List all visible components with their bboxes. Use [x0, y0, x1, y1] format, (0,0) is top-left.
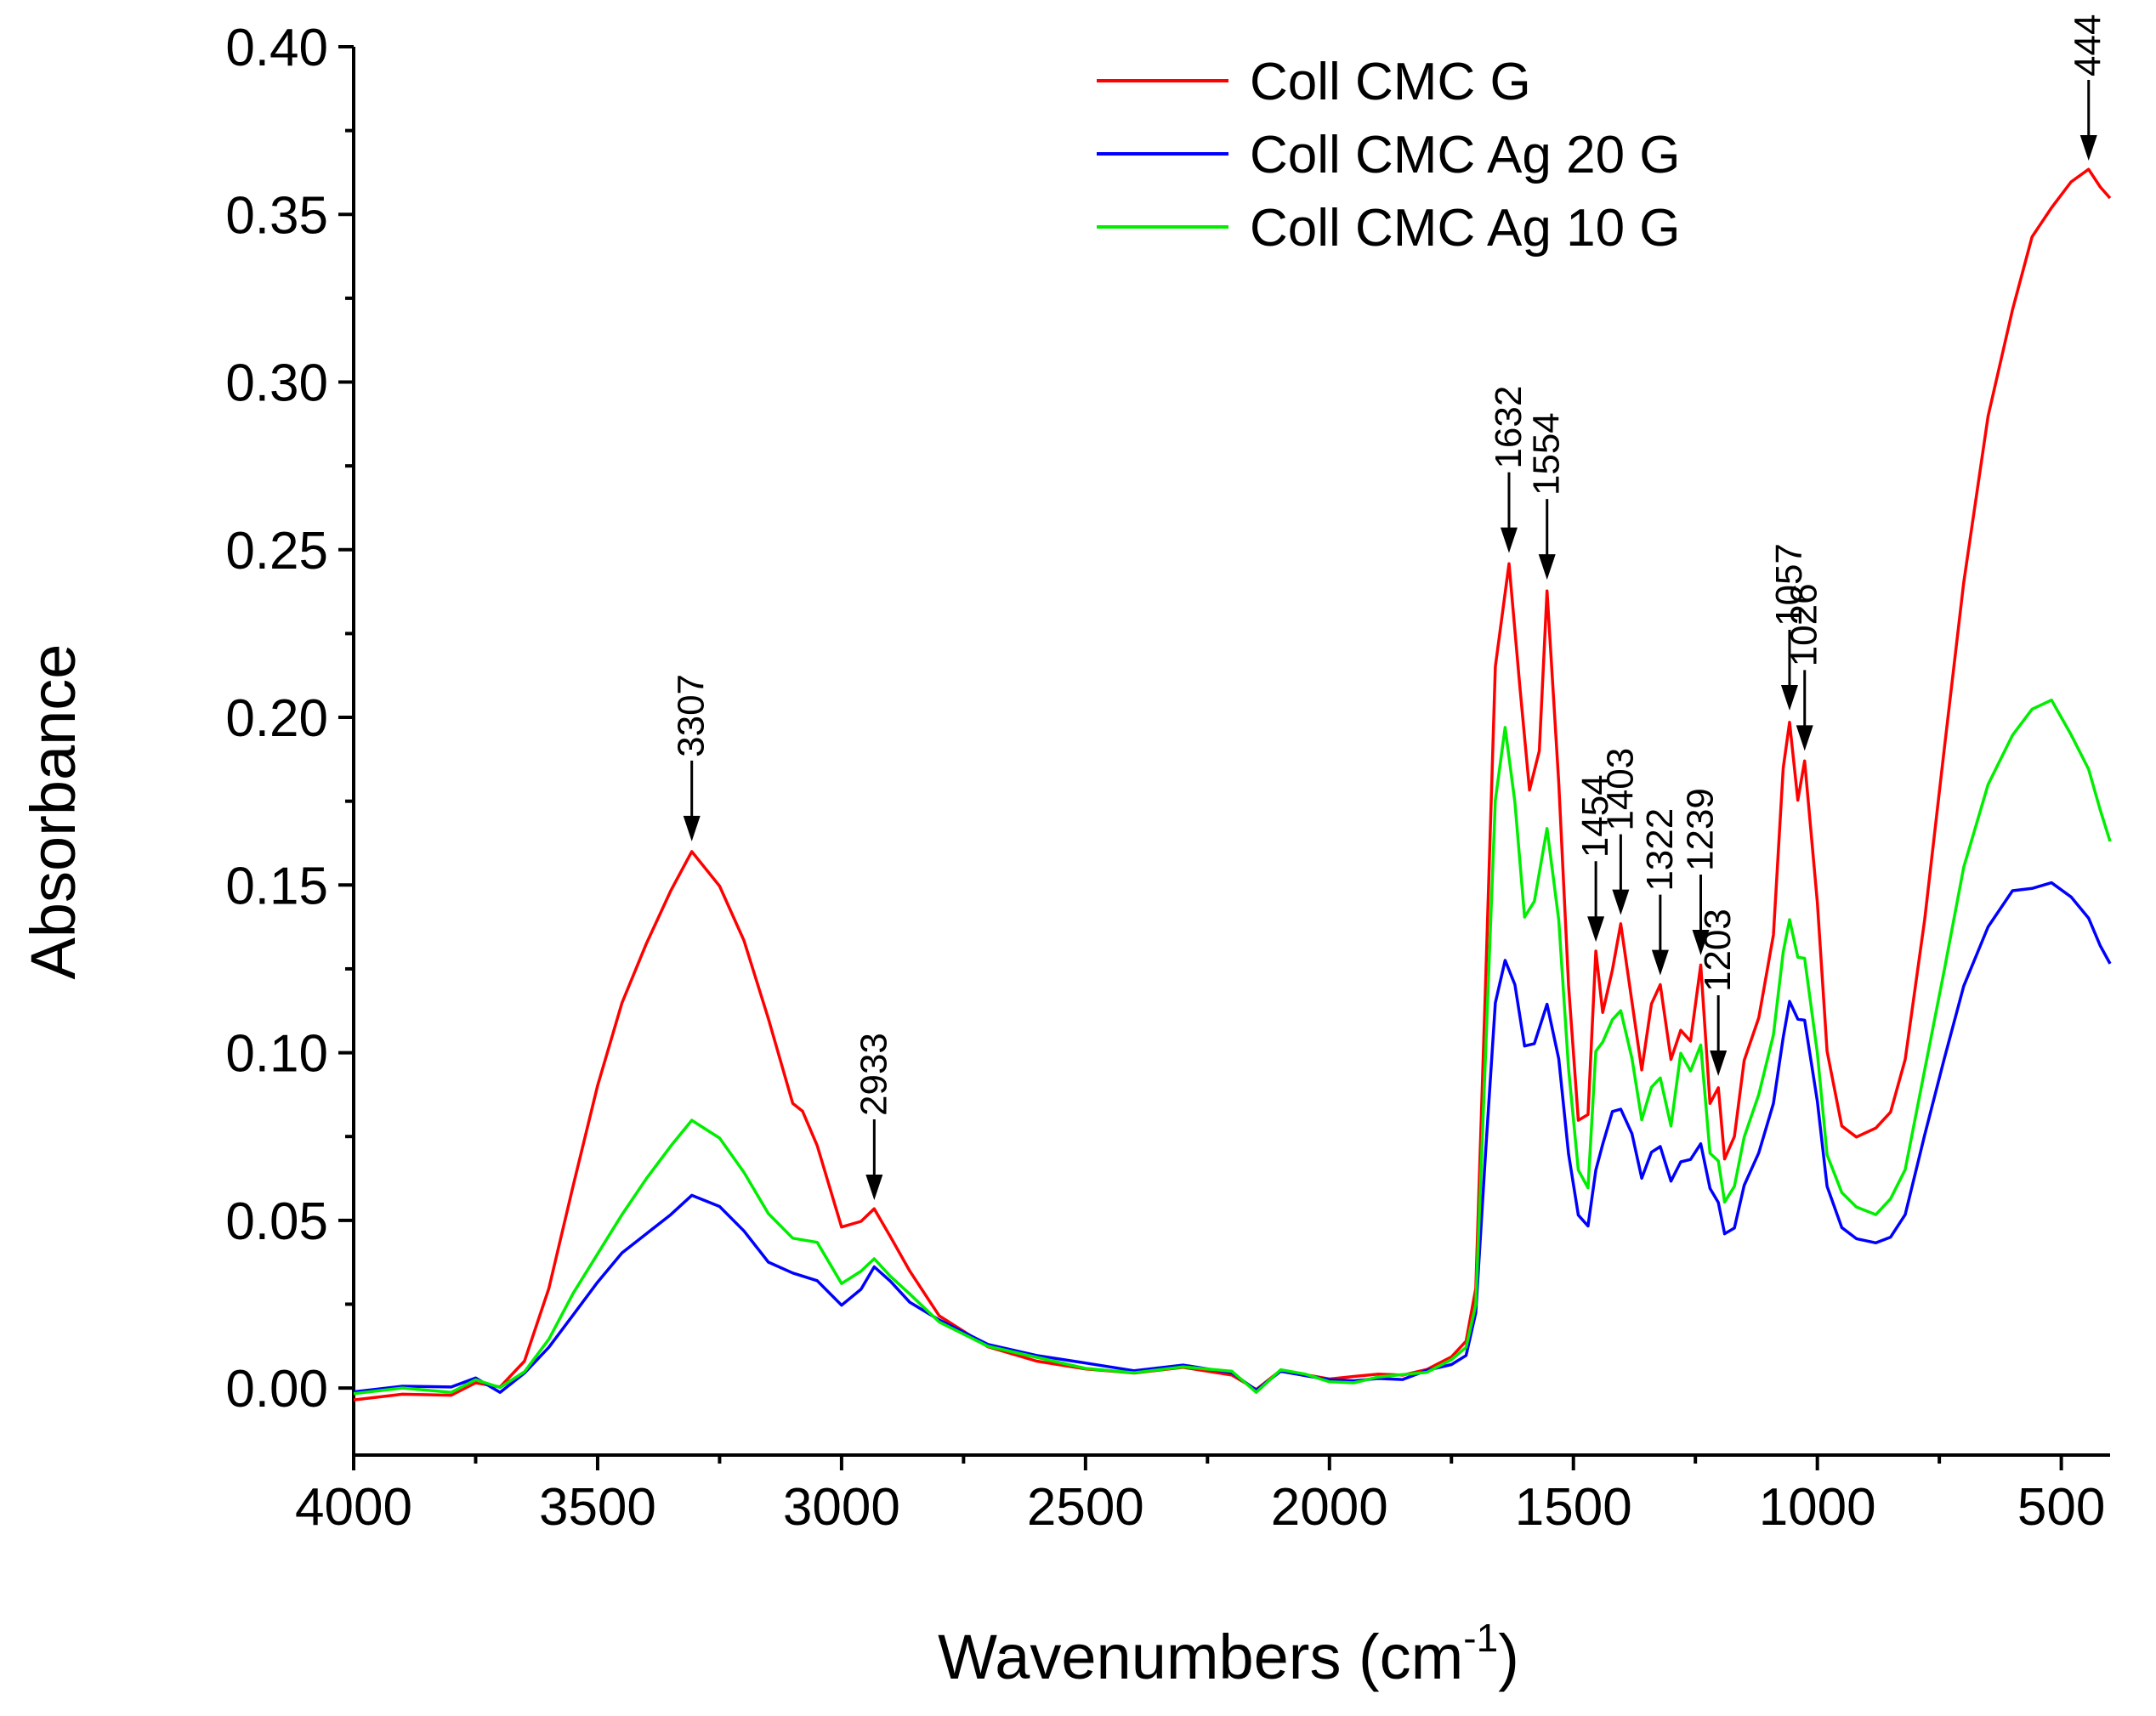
y-tick-label: 0.00: [225, 1360, 328, 1419]
annotation-arrow-head: [1612, 889, 1630, 915]
series-line-3: [353, 698, 2112, 1396]
annotation-arrow-head: [2079, 134, 2097, 161]
x-tick-label: 3500: [539, 1478, 656, 1537]
annotation-arrow-head: [1500, 527, 1518, 553]
x-tick-label: 1000: [1759, 1478, 1876, 1537]
peak-label: 3307: [671, 674, 712, 757]
peak-label: 1239: [1680, 788, 1722, 871]
annotation-arrow-head: [1796, 725, 1813, 751]
peak-label: 1454: [1574, 774, 1616, 858]
y-ticks: 0.00 0.05 0.10 0.15 0.20 0.25 0.30 0.35 0.40: [225, 19, 354, 1419]
x-axis-title-close: ): [1498, 1622, 1519, 1692]
x-axis-title-superscript: -1: [1463, 1616, 1498, 1660]
x-tick-label: 500: [2017, 1478, 2105, 1537]
annotation-arrow-head: [1587, 916, 1605, 943]
series-line-2: [353, 881, 2112, 1394]
peak-label: 1632: [1488, 386, 1529, 469]
series-line-1: [353, 167, 2112, 1402]
annotation-arrow-head: [1692, 929, 1710, 955]
y-axis-title: Absorbance: [18, 644, 88, 980]
legend-label: Coll CMC Ag 20 G: [1250, 126, 1681, 184]
annotation-arrow-head: [1651, 949, 1669, 976]
legend: Coll CMC G Coll CMC Ag 20 G Coll CMC Ag 10…: [1097, 53, 1681, 258]
x-tick-label: 2000: [1271, 1478, 1388, 1537]
x-tick-label: 3000: [783, 1478, 900, 1537]
peak-label: 1203: [1697, 909, 1739, 992]
x-tick-label: 4000: [295, 1478, 412, 1537]
y-tick-label: 0.35: [225, 186, 328, 245]
y-tick-label: 0.10: [225, 1025, 328, 1084]
peak-label: 1322: [1639, 808, 1681, 892]
peak-label: 444: [2068, 14, 2109, 76]
peak-label: 1403: [1599, 748, 1641, 831]
y-tick-label: 0.05: [225, 1192, 328, 1251]
x-axis-title: Wavenumbers (cm-1): [938, 1616, 1519, 1692]
annotation-arrow-head: [865, 1174, 883, 1200]
peak-label: 2933: [853, 1033, 894, 1116]
legend-label: Coll CMC Ag 10 G: [1250, 199, 1681, 258]
x-tick-label: 2500: [1027, 1478, 1144, 1537]
x-axis-title-main: Wavenumbers (cm: [938, 1622, 1463, 1692]
peak-label: 1554: [1526, 412, 1568, 496]
peak-label: 1057: [1768, 543, 1810, 626]
y-tick-label: 0.25: [225, 522, 328, 580]
series-lines: [353, 167, 2112, 1402]
y-tick-label: 0.40: [225, 19, 328, 77]
plot-frame: [352, 47, 2110, 1457]
annotation-arrow-head: [1710, 1051, 1728, 1077]
y-tick-label: 0.30: [225, 354, 328, 413]
legend-label: Coll CMC G: [1250, 53, 1531, 111]
annotation-arrow-head: [683, 815, 701, 841]
x-ticks: 4000 3500 3000 2500 2000 1500 1000 500: [295, 1455, 2105, 1537]
peak-label: 1026: [1784, 583, 1825, 666]
y-tick-label: 0.20: [225, 689, 328, 748]
y-tick-label: 0.15: [225, 857, 328, 915]
x-tick-label: 1500: [1515, 1478, 1632, 1537]
annotation-arrow-head: [1780, 684, 1798, 711]
annotation-arrow-head: [1538, 554, 1556, 580]
